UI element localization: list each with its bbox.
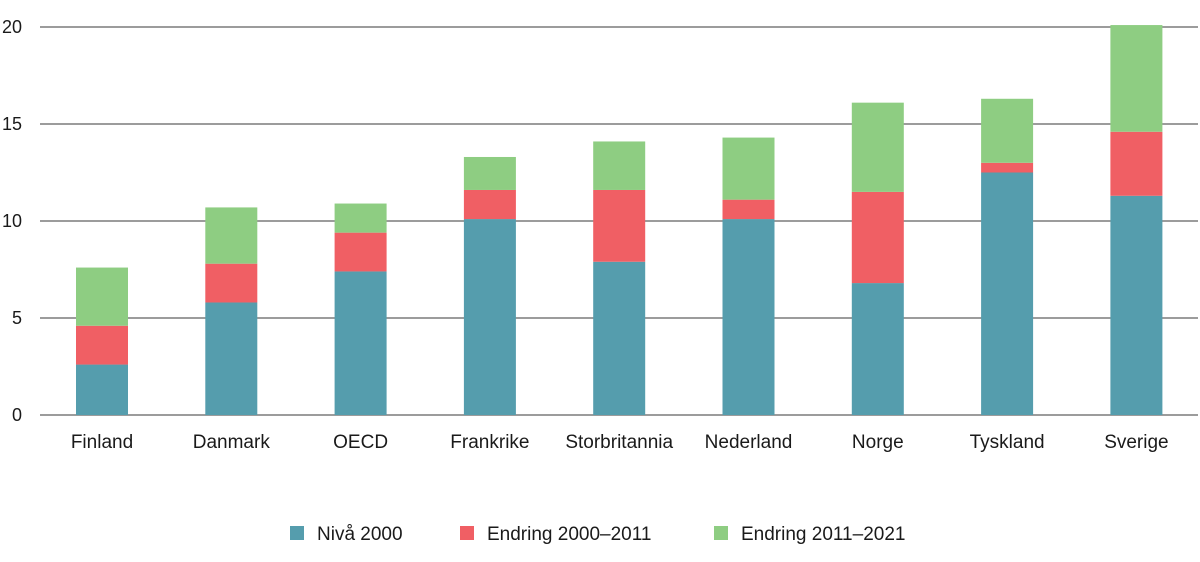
bar-segment-tyskland-series-2 (981, 98, 1034, 163)
bar-segment-sverige-series-2 (1110, 25, 1163, 132)
bar-segment-danmark-series-1 (205, 263, 258, 303)
bar-segment-nederland-series-1 (722, 199, 775, 220)
legend-swatch (290, 526, 304, 540)
legend-label: Nivå 2000 (317, 524, 403, 545)
legend: Nivå 2000 Endring 2000–2011 Endring 2011–2… (290, 524, 905, 545)
bar-segment-norge-series-2 (851, 102, 904, 192)
y-tick-label: 0 (12, 405, 22, 425)
bar-segment-oecd-series-0 (334, 271, 387, 415)
category-label: Storbritannia (565, 432, 673, 453)
category-label: Finland (71, 432, 133, 453)
bar-segment-nederland-series-0 (722, 219, 775, 415)
bar-segment-norge-series-1 (851, 191, 904, 284)
bar-segment-frankrike-series-2 (463, 156, 516, 190)
category-label: Nederland (705, 432, 793, 453)
bar-segment-storbritannia-series-2 (593, 141, 646, 190)
bar-segment-finland-series-1 (76, 325, 128, 365)
x-axis-category-labels: Finland Danmark OECD Frankrike Storbritannia… (71, 432, 1169, 453)
bar-segment-nederland-series-2 (722, 137, 775, 200)
y-tick-label: 20 (2, 17, 22, 37)
bar-segment-frankrike-series-0 (463, 219, 516, 415)
bar-segment-sverige-series-1 (1110, 131, 1163, 196)
category-label: OECD (333, 432, 388, 453)
bar-segment-storbritannia-series-0 (593, 261, 646, 415)
bar-segment-norge-series-0 (851, 283, 904, 415)
y-tick-label: 10 (2, 211, 22, 231)
bars (76, 25, 1163, 415)
bar-segment-oecd-series-1 (334, 232, 387, 272)
category-label: Frankrike (450, 432, 529, 453)
bar-segment-frankrike-series-1 (463, 189, 516, 220)
bar-segment-oecd-series-2 (334, 203, 387, 233)
bar-segment-storbritannia-series-1 (593, 189, 646, 262)
category-label: Tyskland (970, 432, 1045, 453)
y-tick-label: 15 (2, 114, 22, 134)
legend-swatch (714, 526, 728, 540)
bar-segment-danmark-series-2 (205, 207, 258, 264)
category-label: Danmark (193, 432, 271, 453)
bar-segment-finland-series-0 (76, 364, 128, 415)
bar-segment-tyskland-series-0 (981, 172, 1034, 415)
category-label: Norge (852, 432, 904, 453)
y-tick-label: 5 (12, 308, 22, 328)
bar-segment-sverige-series-0 (1110, 195, 1163, 415)
bar-segment-danmark-series-0 (205, 302, 258, 415)
category-label: Sverige (1104, 432, 1168, 453)
bar-segment-tyskland-series-1 (981, 162, 1034, 173)
bar-segment-finland-series-2 (76, 267, 128, 326)
legend-label: Endring 2000–2011 (487, 524, 651, 545)
legend-label: Endring 2011–2021 (741, 524, 905, 545)
y-axis-ticks: 0 5 10 15 20 (2, 17, 22, 425)
legend-swatch (460, 526, 474, 540)
